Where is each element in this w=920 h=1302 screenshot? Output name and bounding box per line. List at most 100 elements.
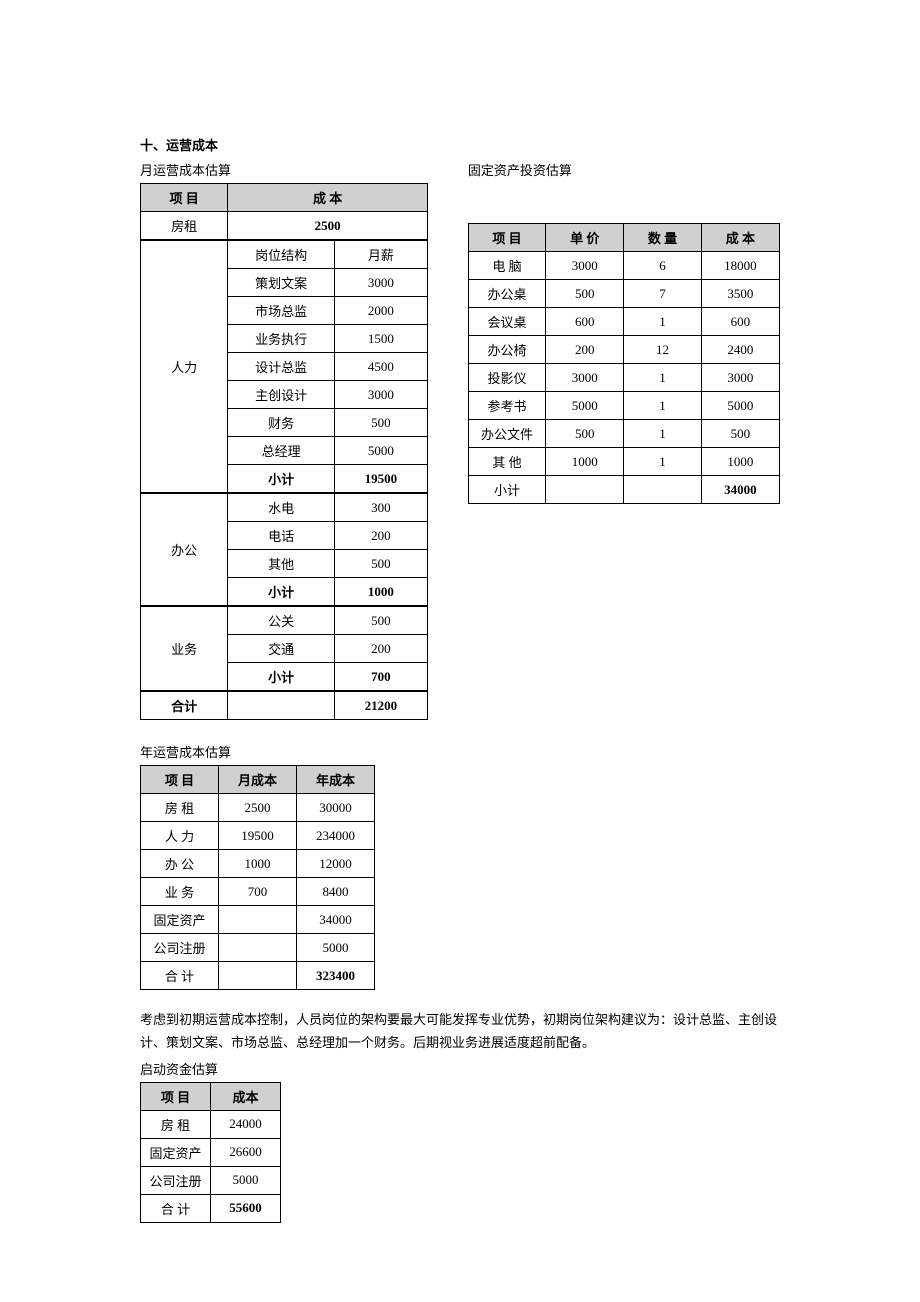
monthly-table: 项 目 成 本 房租 2500 人力 岗位结构 月薪 策划文案3000 市场总监… — [140, 183, 428, 720]
th: 项 目 — [141, 1082, 211, 1110]
cell: 5000 — [334, 437, 427, 465]
cell: 6 — [624, 252, 701, 280]
cell: 3000 — [546, 252, 624, 280]
cell-group: 人力 — [141, 240, 228, 493]
cell: 2000 — [334, 297, 427, 325]
cell: 300 — [334, 493, 427, 522]
cell: 月薪 — [334, 240, 427, 269]
cell: 会议桌 — [468, 308, 545, 336]
cell: 21200 — [334, 691, 427, 720]
cell: 19500 — [219, 822, 297, 850]
cell: 业务执行 — [228, 325, 335, 353]
cell: 1500 — [334, 325, 427, 353]
cell: 房 租 — [141, 1110, 211, 1138]
cell: 200 — [334, 635, 427, 663]
cell: 办 公 — [141, 850, 219, 878]
cell: 500 — [546, 280, 624, 308]
cell: 34000 — [701, 476, 779, 504]
cell: 2500 — [219, 794, 297, 822]
cell: 500 — [546, 420, 624, 448]
cell — [219, 906, 297, 934]
cell: 5000 — [211, 1166, 281, 1194]
cell: 700 — [334, 663, 427, 692]
cell: 19500 — [334, 465, 427, 494]
cell: 参考书 — [468, 392, 545, 420]
cell — [228, 691, 335, 720]
cell: 323400 — [297, 962, 375, 990]
cell: 200 — [334, 522, 427, 550]
cell — [546, 476, 624, 504]
cell: 3000 — [334, 381, 427, 409]
th: 成 本 — [701, 224, 779, 252]
cell: 设计总监 — [228, 353, 335, 381]
cell: 500 — [701, 420, 779, 448]
cell: 4500 — [334, 353, 427, 381]
cell: 小计 — [228, 578, 335, 607]
cell: 3000 — [701, 364, 779, 392]
cell: 1 — [624, 448, 701, 476]
cell: 500 — [334, 409, 427, 437]
cell: 公关 — [228, 606, 335, 635]
cell — [219, 934, 297, 962]
cell: 30000 — [297, 794, 375, 822]
cell: 3500 — [701, 280, 779, 308]
cell: 其他 — [228, 550, 335, 578]
cell: 1000 — [219, 850, 297, 878]
cell: 市场总监 — [228, 297, 335, 325]
cell: 房 租 — [141, 794, 219, 822]
cell: 公司注册 — [141, 934, 219, 962]
th: 年成本 — [297, 766, 375, 794]
cell: 办公文件 — [468, 420, 545, 448]
cell: 电 脑 — [468, 252, 545, 280]
cell: 18000 — [701, 252, 779, 280]
cell: 1 — [624, 420, 701, 448]
cell: 7 — [624, 280, 701, 308]
startup-table: 项 目 成本 房 租24000 固定资产26600 公司注册5000 合 计55… — [140, 1082, 281, 1223]
cell: 电话 — [228, 522, 335, 550]
th: 数 量 — [624, 224, 701, 252]
monthly-title: 月运营成本估算 — [140, 160, 428, 179]
cell: 财务 — [228, 409, 335, 437]
cell: 总经理 — [228, 437, 335, 465]
cell: 500 — [334, 606, 427, 635]
cell: 1000 — [701, 448, 779, 476]
cell: 2400 — [701, 336, 779, 364]
cell: 5000 — [546, 392, 624, 420]
cell: 1 — [624, 392, 701, 420]
cell: 主创设计 — [228, 381, 335, 409]
th: 项 目 — [468, 224, 545, 252]
cell: 固定资产 — [141, 1138, 211, 1166]
cell — [219, 962, 297, 990]
cell: 26600 — [211, 1138, 281, 1166]
cell: 策划文案 — [228, 269, 335, 297]
cell: 小计 — [228, 465, 335, 494]
cell: 合 计 — [141, 1194, 211, 1222]
th: 单 价 — [546, 224, 624, 252]
cell: 房租 — [141, 212, 228, 241]
cell-group: 业务 — [141, 606, 228, 691]
document-page: 十、运营成本 月运营成本估算 项 目 成 本 房租 2500 人力 岗位结构 月… — [0, 0, 920, 1302]
cell: 业 务 — [141, 878, 219, 906]
cell: 固定资产 — [141, 906, 219, 934]
cell: 其 他 — [468, 448, 545, 476]
cell: 200 — [546, 336, 624, 364]
cell: 12 — [624, 336, 701, 364]
assets-block: 固定资产投资估算 项 目 单 价 数 量 成 本 电 脑3000618000 办… — [468, 200, 780, 504]
cell: 5000 — [701, 392, 779, 420]
cell: 1 — [624, 364, 701, 392]
cell: 55600 — [211, 1194, 281, 1222]
annual-table: 项 目 月成本 年成本 房 租250030000 人 力19500234000 … — [140, 765, 375, 990]
cell: 办公椅 — [468, 336, 545, 364]
section-heading: 十、运营成本 — [140, 135, 780, 154]
cell: 人 力 — [141, 822, 219, 850]
cell: 办公桌 — [468, 280, 545, 308]
cell-group: 办公 — [141, 493, 228, 606]
cell: 24000 — [211, 1110, 281, 1138]
cell: 公司注册 — [141, 1166, 211, 1194]
top-row: 月运营成本估算 项 目 成 本 房租 2500 人力 岗位结构 月薪 策划文案3… — [140, 160, 780, 720]
cell: 1 — [624, 308, 701, 336]
cell: 1000 — [334, 578, 427, 607]
cell: 600 — [546, 308, 624, 336]
startup-title: 启动资金估算 — [140, 1059, 780, 1078]
annual-title: 年运营成本估算 — [140, 742, 780, 761]
